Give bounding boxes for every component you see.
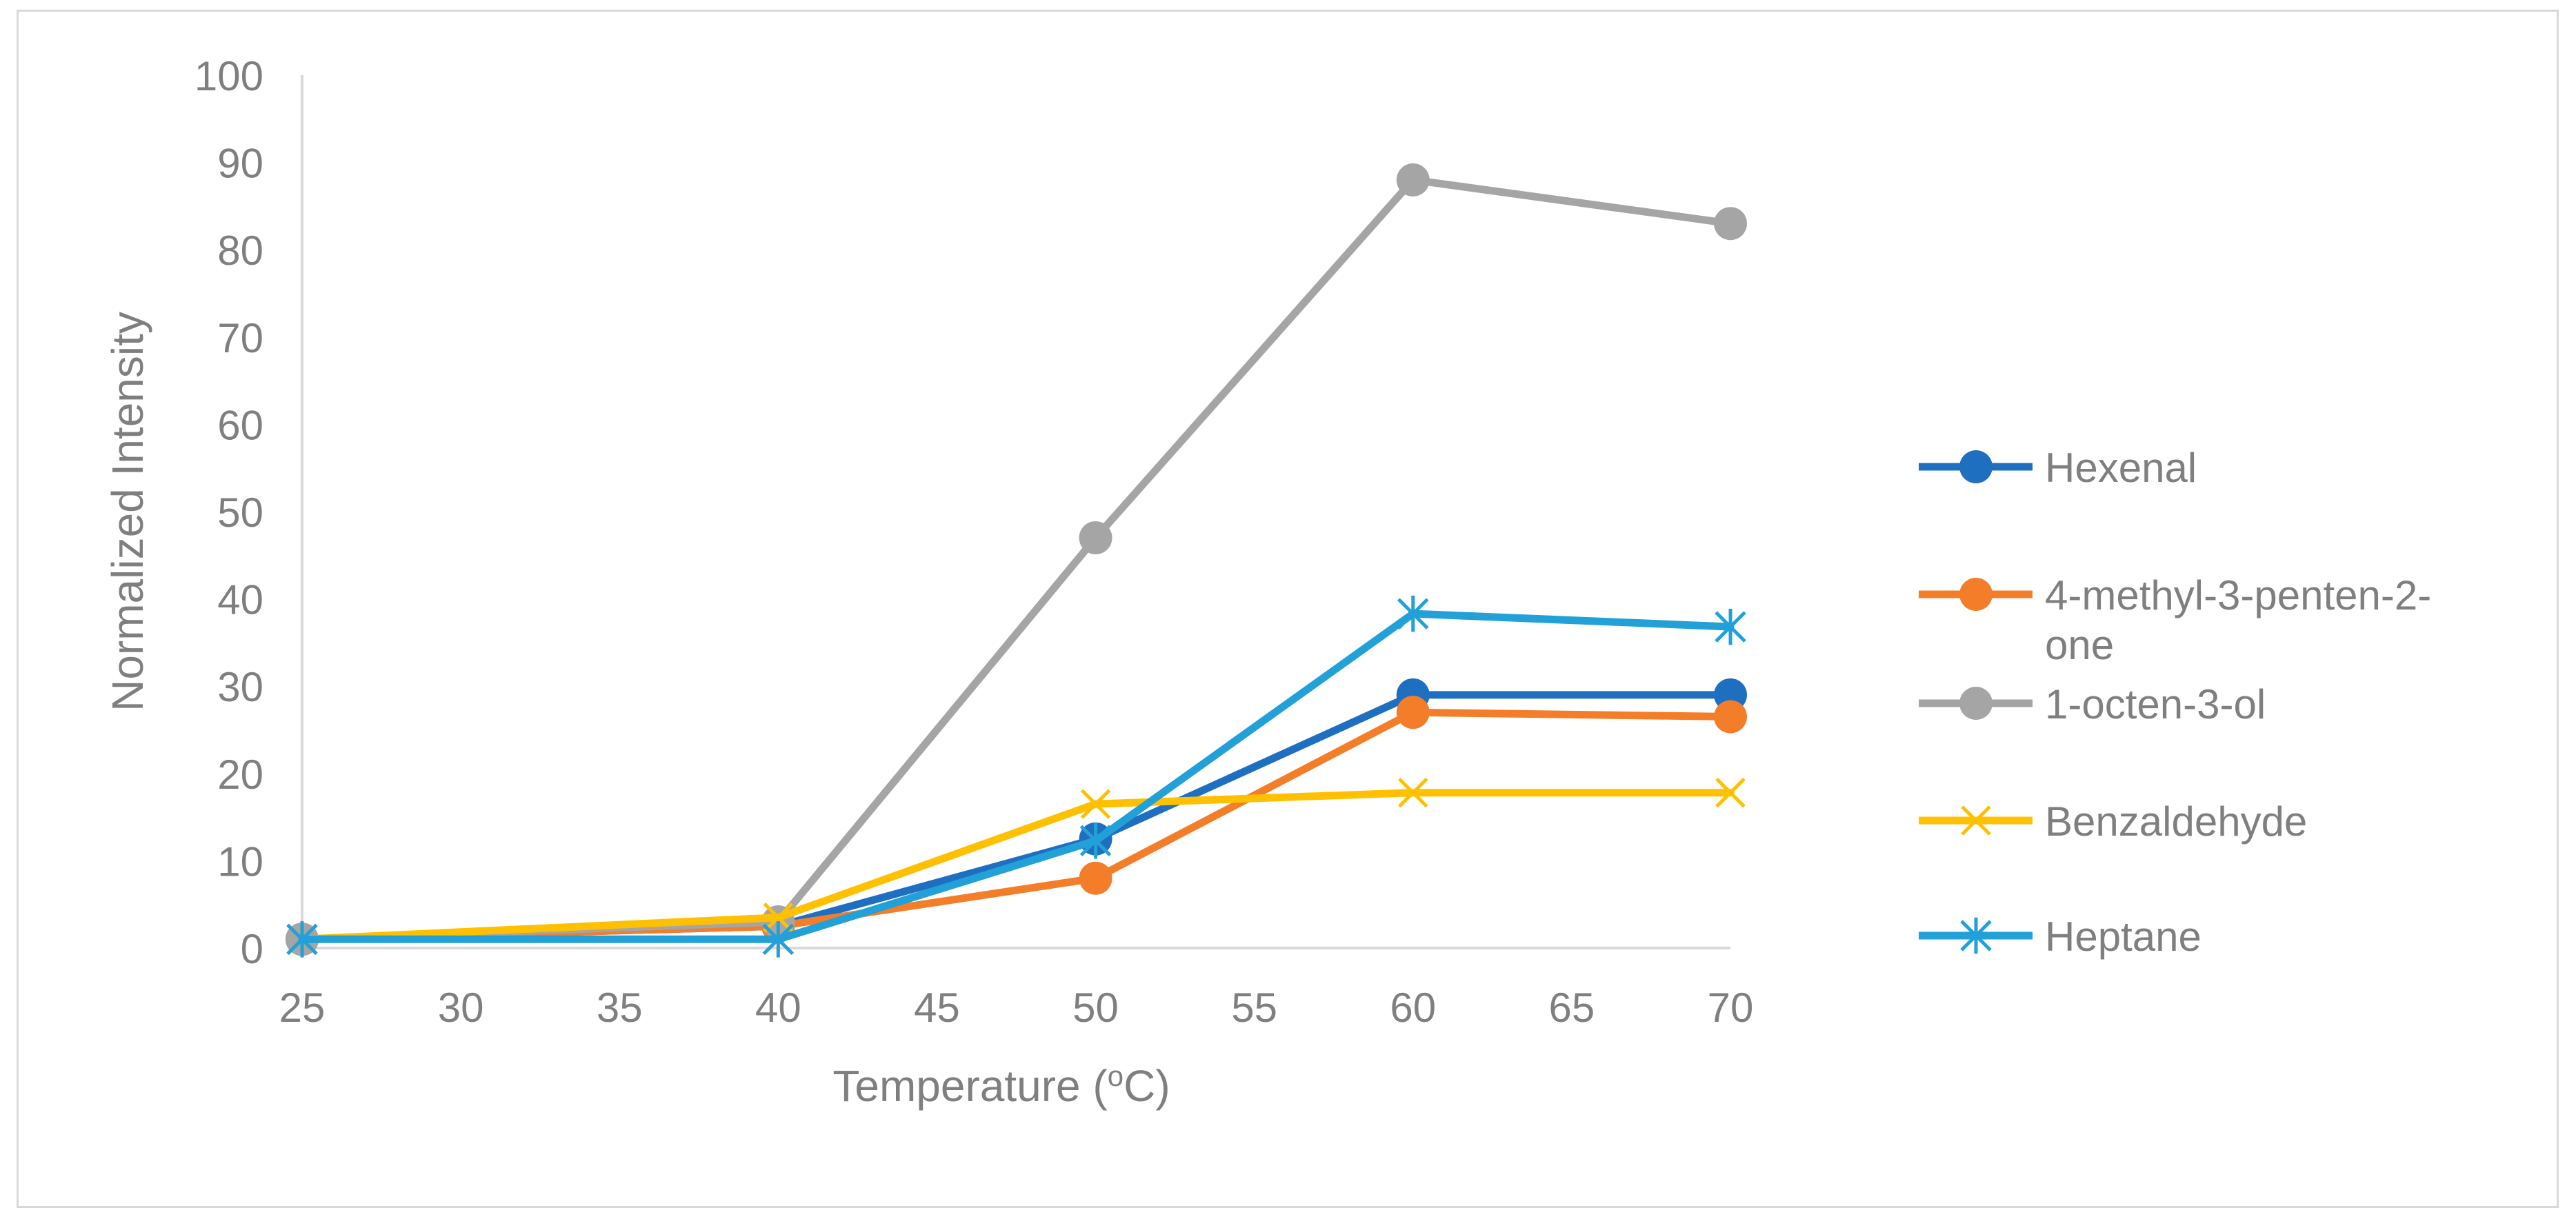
data-point [1959,450,1993,483]
legend-label: Heptane [2045,914,2201,960]
x-axis-title-text: Temperature ( [832,1061,1107,1111]
series-Heptane [286,595,1746,958]
legend: Hexenal 4-methyl-3-penten-2-one 1-octen-3-… [1919,445,2431,960]
data-point [1397,595,1429,632]
x-axis-title-superscript: o [1108,1060,1124,1092]
chart-frame: 0 10 20 30 40 50 60 70 80 90 100 25 30 35 40 45 50 55 60 6… [17,10,2559,1208]
data-point [1959,687,1993,720]
y-tick-label: 90 [217,141,263,187]
legend-label: 4-methyl-3-penten-2-one [2045,572,2431,668]
y-tick-label: 60 [217,402,263,448]
data-point [762,921,795,958]
data-point [1079,521,1112,554]
axes [301,75,1730,949]
x-tick-label: 65 [1549,985,1595,1031]
y-tick-label: 30 [217,664,263,710]
x-tick-label: 25 [279,985,326,1031]
legend-item: Benzaldehyde [1919,798,2307,845]
legend-item: 4-methyl-3-penten-2-one [1919,572,2431,668]
line-chart: 0 10 20 30 40 50 60 70 80 90 100 25 30 35 40 45 50 55 60 6… [103,53,2431,1111]
x-tick-label: 35 [597,985,643,1031]
data-point [1396,163,1430,197]
y-tick-label: 20 [217,752,263,798]
x-tick-label: 70 [1708,985,1754,1031]
data-point [1715,777,1746,808]
x-tick-label: 55 [1231,985,1277,1031]
x-tick-label: 50 [1072,985,1119,1031]
series-line [298,708,1735,943]
x-tick-labels: 25 30 35 40 45 50 55 60 65 70 [279,985,1754,1031]
x-tick-label: 30 [438,985,484,1031]
data-point [1079,861,1112,895]
data-point [1714,207,1747,241]
legend-label: 1-octen-3-ol [2045,681,2266,727]
series-layer [286,163,1747,958]
series-4-methyl-3-penten-2-one [286,696,1747,956]
legend-label: Benzaldehyde [2045,798,2307,845]
legend-item: Hexenal [1919,445,2197,491]
data-point [1080,789,1111,819]
data-point [1714,700,1747,734]
legend-item: Heptane [1919,914,2201,960]
y-tick-label: 40 [217,577,263,623]
y-axis-title: Normalized Intensity [103,312,152,712]
series-line [298,176,1735,943]
data-point [1396,696,1430,729]
y-tick-label: 70 [217,315,263,361]
legend-item: 1-octen-3-ol [1919,681,2266,727]
data-point [1961,805,1991,836]
data-point [286,921,318,958]
series-Hexenal [286,678,1747,956]
y-tick-label: 0 [241,926,263,972]
x-tick-label: 40 [755,985,801,1031]
y-tick-label: 10 [217,838,263,885]
data-point [1079,823,1112,859]
data-point [1398,777,1428,808]
x-tick-label: 45 [914,985,960,1031]
y-tick-labels: 0 10 20 30 40 50 60 70 80 90 100 [194,53,263,972]
legend-label: Hexenal [2045,445,2197,491]
y-tick-label: 100 [194,53,263,99]
data-point [1959,578,1993,611]
data-point [1715,608,1746,645]
x-tick-label: 60 [1390,985,1436,1031]
data-point [1960,917,1992,954]
x-axis-title-unit: C) [1124,1061,1170,1111]
data-point [763,902,794,933]
series-1-octen-3-ol [286,163,1747,956]
series-line [298,691,1735,943]
y-tick-label: 80 [217,228,263,274]
x-axis-title: Temperature (oC) [832,1060,1170,1111]
y-tick-label: 50 [217,490,263,536]
